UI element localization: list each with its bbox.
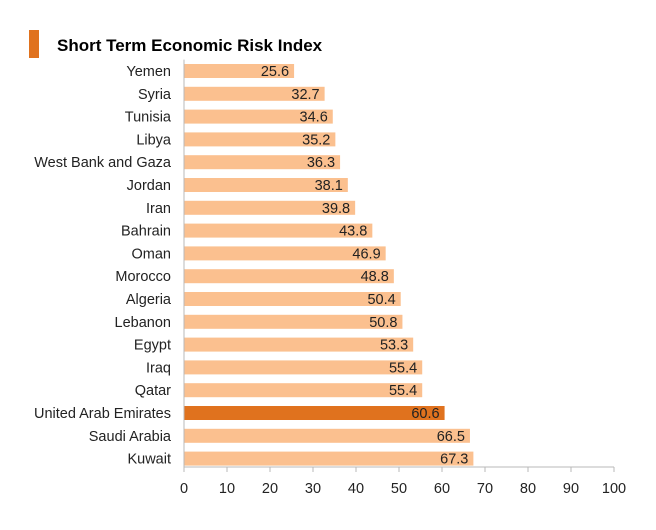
category-label: Qatar — [135, 383, 171, 399]
x-tick-label: 30 — [305, 481, 321, 497]
value-label: 46.9 — [352, 246, 380, 262]
x-tick-label: 40 — [348, 481, 364, 497]
chart-title: Short Term Economic Risk Index — [57, 36, 323, 55]
value-label: 43.8 — [339, 224, 367, 240]
bar-libya — [184, 132, 336, 147]
bar-tunisia — [184, 109, 333, 124]
x-axis: 0 10 20 30 40 50 60 70 80 90 100 — [180, 59, 626, 497]
bar-algeria — [184, 292, 401, 306]
x-tick-label: 60 — [434, 481, 450, 497]
bar-iraq — [184, 360, 423, 375]
bars-layer: Yemen 25.6 Syria 32.7 Tunisia 34.6 Libya 35.2 We… — [34, 64, 474, 468]
category-label: Iran — [146, 201, 171, 217]
category-label: Tunisia — [125, 110, 172, 126]
bar-saudi-arabia — [184, 428, 470, 443]
bar-egypt — [184, 337, 414, 352]
x-tick-label: 10 — [219, 481, 235, 497]
category-label: United Arab Emirates — [34, 406, 171, 422]
category-label: Algeria — [126, 292, 172, 308]
value-label: 38.1 — [315, 178, 343, 194]
category-label: Syria — [138, 87, 172, 103]
category-label: Bahrain — [121, 224, 171, 240]
value-label: 66.5 — [437, 429, 465, 445]
x-tick-label: 20 — [262, 481, 278, 497]
category-label: Iraq — [146, 360, 171, 376]
bar-united-arab-emirates — [184, 406, 445, 420]
bar-jordan — [184, 178, 348, 192]
x-tick-label: 100 — [602, 481, 626, 497]
bar-kuwait — [184, 451, 474, 466]
value-label: 55.4 — [389, 360, 417, 376]
x-tick-label: 90 — [563, 481, 579, 497]
category-label: Lebanon — [115, 315, 171, 331]
value-label: 35.2 — [302, 132, 330, 148]
category-label: Yemen — [126, 64, 171, 80]
x-tick-label: 0 — [180, 481, 188, 497]
value-label: 34.6 — [300, 110, 328, 126]
value-label: 50.8 — [369, 315, 397, 331]
category-label: Kuwait — [127, 452, 171, 468]
x-tick-label: 80 — [520, 481, 536, 497]
title-marker — [29, 30, 39, 58]
category-label: Morocco — [115, 269, 171, 285]
x-tick-label: 50 — [391, 481, 407, 497]
category-label: Oman — [132, 246, 172, 262]
bar-lebanon — [184, 314, 403, 329]
value-label: 36.3 — [307, 155, 335, 171]
category-label: Saudi Arabia — [89, 429, 172, 445]
value-label: 39.8 — [322, 201, 350, 217]
bar-syria — [184, 86, 325, 101]
value-label: 50.4 — [367, 292, 395, 308]
category-label: West Bank and Gaza — [34, 155, 172, 171]
value-label: 48.8 — [361, 269, 389, 285]
value-label: 60.6 — [411, 406, 439, 422]
bar-west-bank-and-gaza — [184, 155, 341, 170]
x-tick-label: 70 — [477, 481, 493, 497]
bar-bahrain — [184, 223, 373, 238]
value-label: 53.3 — [380, 338, 408, 354]
value-label: 55.4 — [389, 383, 417, 399]
bar-qatar — [184, 383, 423, 398]
category-label: Jordan — [127, 178, 171, 194]
category-label: Libya — [136, 132, 172, 148]
bar-oman — [184, 246, 386, 261]
category-label: Egypt — [134, 338, 171, 354]
bar-morocco — [184, 269, 394, 284]
value-label: 25.6 — [261, 64, 289, 80]
bar-iran — [184, 200, 356, 215]
value-label: 32.7 — [291, 87, 319, 103]
bar-yemen — [184, 64, 295, 78]
value-label: 67.3 — [440, 452, 468, 468]
